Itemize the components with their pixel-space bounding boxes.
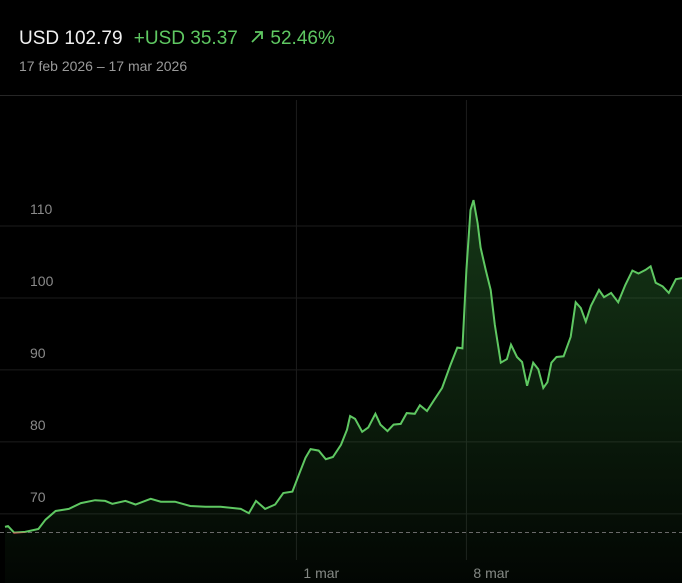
y-tick-label: 100 xyxy=(30,273,54,289)
up-arrow xyxy=(251,31,264,43)
y-tick-label: 90 xyxy=(30,345,46,361)
y-tick-label: 110 xyxy=(30,201,53,217)
price-line xyxy=(4,199,682,533)
y-tick-label: 70 xyxy=(30,489,46,505)
header: USD 102.79 +USD 35.37 52.46% xyxy=(19,28,341,50)
date-range: 17 feb 2026 – 17 mar 2026 xyxy=(19,58,188,74)
change-percent: 52.46% xyxy=(270,28,335,49)
price: USD 102.79 xyxy=(19,28,123,49)
area xyxy=(5,200,682,583)
change: +USD 35.37 xyxy=(133,28,238,49)
divider xyxy=(0,95,682,96)
y-tick-label: 80 xyxy=(30,417,46,433)
